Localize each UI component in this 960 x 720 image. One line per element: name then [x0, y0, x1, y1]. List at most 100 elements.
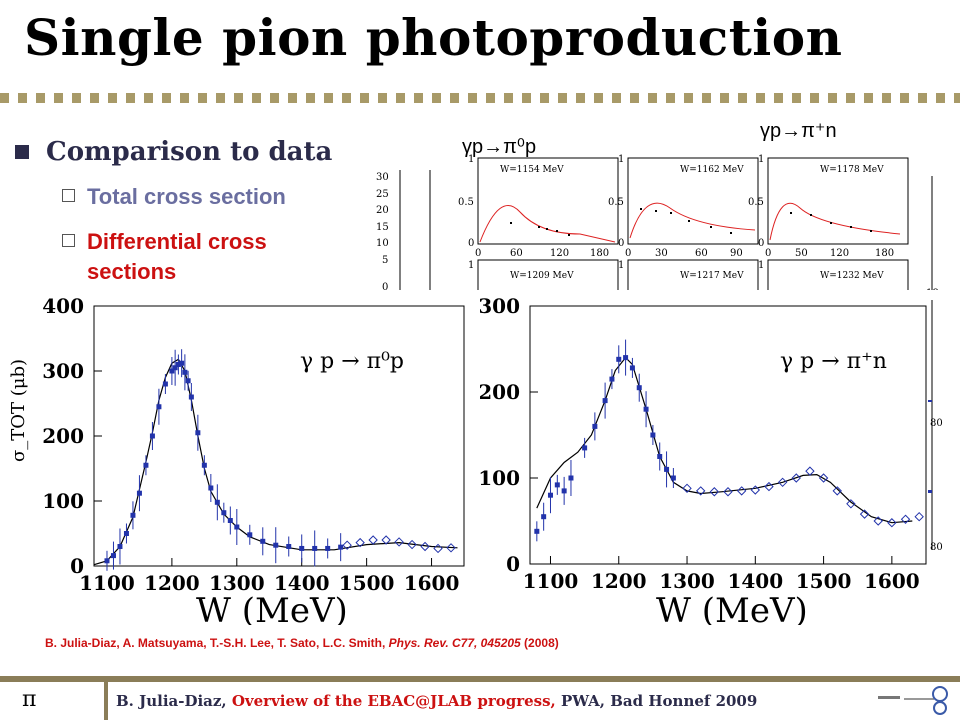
- x-tick-label: 1500: [339, 571, 395, 595]
- x-tick-label: 1200: [144, 571, 200, 595]
- data-point-diamond: [394, 537, 404, 547]
- data-point: [643, 406, 649, 412]
- data-point-diamond: [381, 535, 391, 545]
- sub-bullet-box-icon: [62, 234, 75, 247]
- right-edge-strip: 80 80: [928, 300, 943, 553]
- sub-bullet-diff-text-1: Differential cross: [87, 229, 267, 254]
- x-tick-label: 1600: [404, 571, 460, 595]
- data-point-diamond: [368, 535, 378, 545]
- svg-text:180: 180: [590, 248, 609, 259]
- svg-text:15: 15: [376, 222, 389, 233]
- svg-text:0: 0: [468, 238, 474, 249]
- svg-text:W=1178 MeV: W=1178 MeV: [820, 165, 884, 175]
- sub-bullet-box-icon: [62, 189, 75, 202]
- slide-title: Single pion photoproduction: [24, 8, 843, 67]
- data-point: [568, 475, 574, 481]
- data-point: [117, 544, 123, 549]
- data-point-diamond: [887, 518, 897, 528]
- data-point: [172, 365, 178, 371]
- data-point-diamond: [355, 537, 365, 548]
- data-point-diamond: [682, 483, 692, 494]
- svg-text:50: 50: [795, 248, 808, 259]
- svg-text:20: 20: [376, 205, 389, 216]
- data-point-diamond: [736, 486, 747, 496]
- data-point-diamond: [777, 477, 788, 488]
- bullet-square-icon: [15, 145, 29, 159]
- data-point: [136, 490, 142, 496]
- data-point: [169, 368, 175, 374]
- citation: B. Julia-Diaz, A. Matsuyama, T.-S.H. Lee…: [45, 636, 559, 650]
- svg-text:1: 1: [758, 154, 764, 165]
- data-point: [195, 430, 201, 436]
- svg-text:W=1232 MeV: W=1232 MeV: [820, 271, 884, 281]
- title-dotted-divider: [0, 93, 960, 103]
- x-tick-label: 1100: [79, 571, 135, 595]
- chart1-y-axis-label: σ_TOT (μb): [8, 359, 29, 462]
- data-point: [582, 445, 588, 451]
- sub-bullet-diff-text-2: sections: [87, 259, 177, 284]
- data-point: [636, 385, 642, 391]
- data-point: [185, 378, 191, 384]
- svg-text:0: 0: [765, 248, 771, 259]
- svg-text:0: 0: [475, 248, 481, 259]
- data-point: [201, 462, 207, 468]
- data-point-diamond: [914, 511, 924, 522]
- chart2-reaction-label: γ p → π⁺n: [780, 349, 887, 374]
- data-point: [650, 432, 656, 438]
- data-point: [286, 544, 292, 549]
- data-point-diamond: [709, 487, 720, 497]
- data-point: [541, 514, 547, 520]
- data-point: [123, 531, 129, 536]
- data-point-diamond: [342, 540, 352, 550]
- x-tick-label: 1600: [864, 569, 920, 593]
- svg-text:0: 0: [758, 238, 764, 249]
- data-point-diamond: [407, 539, 417, 550]
- data-point-diamond: [791, 473, 801, 483]
- data-point: [214, 499, 220, 505]
- footer-pi-symbol: π: [22, 687, 37, 712]
- data-point: [149, 433, 155, 439]
- data-point-diamond: [805, 466, 815, 476]
- svg-text:1: 1: [758, 260, 764, 271]
- y-tick-label: 400: [42, 294, 84, 318]
- data-point: [657, 454, 663, 459]
- x-tick-label: 1100: [523, 569, 579, 593]
- university-logo-icon: [878, 686, 948, 715]
- chart-pi0p-total: 1100 1200 1300 1400 1500 1600 0 100 200 300 400 γ …: [0, 290, 480, 625]
- data-point: [534, 528, 540, 534]
- footer-left-box: [0, 682, 108, 720]
- data-point: [592, 423, 598, 429]
- data-point: [325, 545, 331, 551]
- data-point: [110, 553, 116, 559]
- svg-text:0: 0: [625, 248, 631, 259]
- citation-journal: Phys. Rev. C77, 045205: [388, 636, 521, 650]
- svg-text:W=1162 MeV: W=1162 MeV: [680, 165, 744, 175]
- y-tick-label: 0: [70, 554, 84, 578]
- svg-text:1: 1: [618, 260, 624, 271]
- model-curve: [536, 356, 913, 524]
- footer-conf: PWA, Bad Honnef 2009: [561, 692, 758, 710]
- chart-pipn-total: 1100 1200 1300 1400 1500 1600 0 100 200 300 γ p →…: [480, 290, 960, 625]
- data-point: [664, 466, 670, 472]
- svg-text:5: 5: [382, 255, 388, 266]
- data-point: [143, 462, 149, 468]
- y-tick-label: 100: [480, 466, 520, 490]
- chart1-reaction-label: γ p → π⁰p: [300, 349, 404, 374]
- data-point: [623, 355, 629, 361]
- svg-text:0.5: 0.5: [458, 197, 474, 208]
- svg-text:90: 90: [730, 248, 743, 259]
- data-point: [629, 365, 635, 371]
- data-point: [227, 518, 233, 523]
- x-tick-label: 1300: [209, 571, 265, 595]
- y-tick-label: 0: [506, 552, 520, 576]
- svg-text:25: 25: [376, 189, 389, 200]
- data-point: [130, 512, 136, 518]
- data-point: [162, 381, 168, 387]
- data-point: [179, 360, 185, 366]
- sub-bullet-total-text: Total cross section: [87, 184, 286, 209]
- svg-text:0.5: 0.5: [608, 197, 624, 208]
- data-point: [104, 558, 110, 564]
- footer-talk: Overview of the EBAC@JLAB progress,: [231, 692, 561, 710]
- data-point: [554, 482, 560, 488]
